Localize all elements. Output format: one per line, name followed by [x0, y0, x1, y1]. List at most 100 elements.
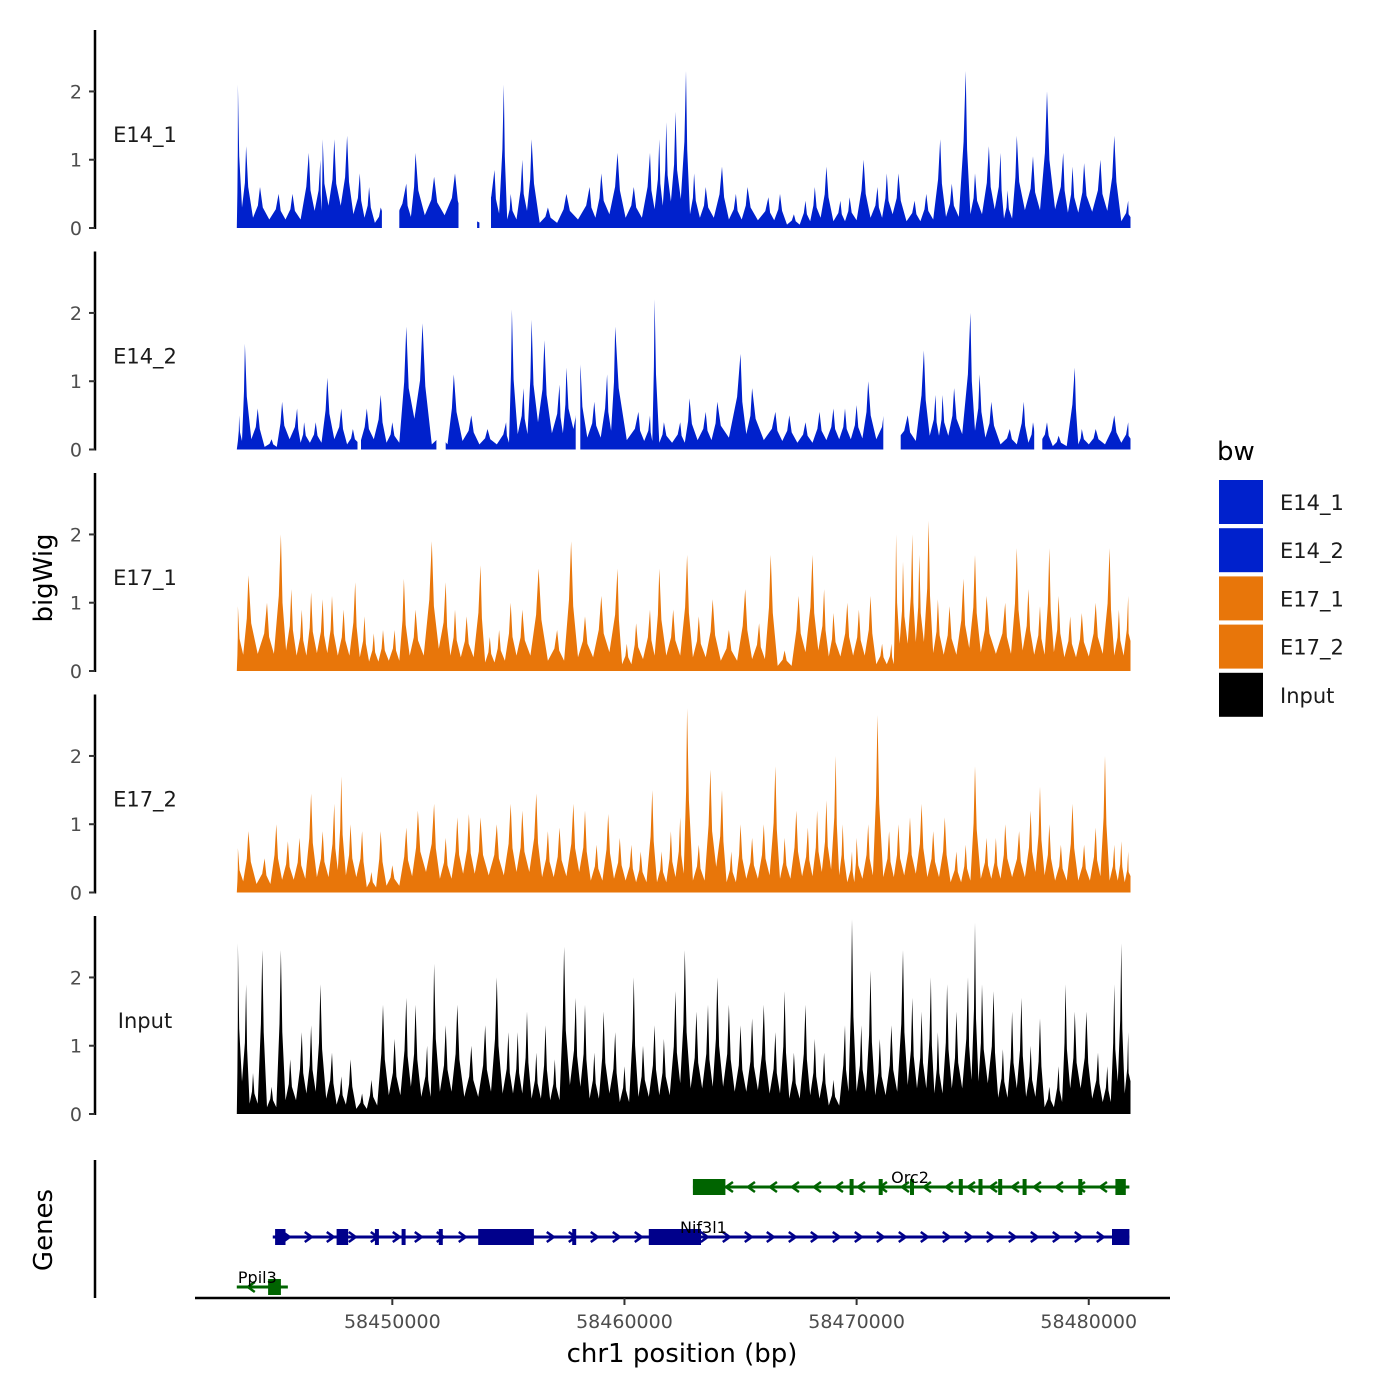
y-tick-label-E14_1-1: 1	[70, 150, 82, 172]
exon-Nif3l1-0	[275, 1229, 286, 1245]
strand-arrow-Nif3l1	[854, 1230, 864, 1244]
exon-Nif3l1-8	[1112, 1229, 1130, 1245]
y-tick-label-Input-2: 2	[70, 967, 82, 989]
y-tick-label-E14_2-0: 0	[70, 440, 82, 462]
legend-swatch-E17_2	[1219, 624, 1263, 669]
y-axis-title: bigWig	[29, 533, 59, 622]
legend-swatch-Input	[1219, 672, 1263, 717]
legend-label-E17_2: E17_2	[1280, 636, 1344, 661]
gene-Ppil3: Ppil3	[236, 1268, 288, 1295]
gene-label-Nif3l1: Nif3l1	[680, 1218, 727, 1237]
area-E17_1	[236, 520, 1131, 671]
strand-arrow-Orc2	[723, 1180, 734, 1194]
strand-arrow-Nif3l1	[1096, 1230, 1106, 1244]
x-axis: 58450000 58460000 58470000 58480000	[195, 1296, 1170, 1333]
exon-Orc2-5	[978, 1179, 983, 1195]
gap-E14_1-1	[458, 30, 478, 229]
y-tick-label-E14_1-0: 0	[70, 218, 82, 240]
exon-Nif3l1-3	[401, 1229, 406, 1245]
y-tick-label-E14_1-2: 2	[70, 81, 82, 103]
strand-arrow-Nif3l1	[788, 1230, 798, 1244]
area-Input	[236, 919, 1131, 1114]
strand-arrow-Orc2	[899, 1180, 910, 1194]
strand-arrow-Nif3l1	[810, 1230, 820, 1244]
strand-arrow-Nif3l1	[1052, 1230, 1062, 1244]
strand-arrow-Orc2	[921, 1180, 932, 1194]
gap-E14_2-4	[1034, 251, 1043, 451]
gap-E14_2-0	[357, 251, 361, 451]
strand-arrow-Orc2	[811, 1180, 822, 1194]
strand-arrow-Nif3l1	[744, 1230, 754, 1244]
strand-arrow-Orc2	[855, 1180, 866, 1194]
legend-label-E14_1: E14_1	[1280, 491, 1344, 516]
strand-arrow-Nif3l1	[348, 1230, 358, 1244]
exon-Nif3l1-6	[572, 1229, 577, 1245]
strand-arrow-Nif3l1	[590, 1230, 600, 1244]
gene-Nif3l1: Nif3l1	[272, 1218, 1130, 1245]
exon-Orc2-7	[1022, 1179, 1027, 1195]
legend-swatch-E14_1	[1219, 480, 1263, 524]
strand-arrow-Nif3l1	[1008, 1230, 1018, 1244]
track-label-E17_2: E17_2	[113, 788, 177, 813]
y-tick-label-Input-1: 1	[70, 1036, 82, 1058]
strand-arrow-Nif3l1	[612, 1230, 622, 1244]
strand-arrow-Nif3l1	[964, 1230, 974, 1244]
strand-arrow-Orc2	[987, 1180, 998, 1194]
legend-swatch-E17_1	[1219, 576, 1263, 621]
exon-Nif3l1-1	[336, 1229, 349, 1245]
track-label-E17_1: E17_1	[113, 566, 177, 591]
strand-arrow-Nif3l1	[414, 1230, 424, 1244]
strand-arrow-Orc2	[745, 1180, 756, 1194]
track-Input: 0 1 2 Input	[70, 916, 1131, 1126]
track-E14_2: 0 1 2 E14_2	[70, 251, 1131, 462]
y-tick-label-E17_1-1: 1	[70, 593, 82, 615]
track-label-Input: Input	[118, 1009, 172, 1033]
strand-arrow-Nif3l1	[722, 1230, 732, 1244]
area-E14_1	[236, 71, 1131, 228]
strand-arrow-Nif3l1	[920, 1230, 930, 1244]
gap-E14_2-3	[883, 251, 901, 451]
genes-axis-title: Genes	[29, 1189, 59, 1271]
x-tick-label-58470000: 58470000	[808, 1311, 905, 1333]
gene-Orc2: Orc2	[692, 1168, 1130, 1195]
exon-Orc2-4	[958, 1179, 963, 1195]
gap-E14_2-2	[575, 251, 581, 451]
strand-arrow-Orc2	[1075, 1180, 1086, 1194]
y-tick-label-E17_1-0: 0	[70, 661, 82, 683]
strand-arrow-Ppil3	[245, 1280, 256, 1294]
strand-arrow-Nif3l1	[304, 1230, 314, 1244]
strand-arrow-Nif3l1	[634, 1230, 644, 1244]
strand-arrow-Orc2	[789, 1180, 800, 1194]
track-E14_1: 0 1 2 E14_1	[70, 30, 1131, 240]
y-tick-label-E17_2-0: 0	[70, 883, 82, 905]
legend-label-E17_1: E17_1	[1280, 587, 1344, 612]
y-tick-label-Input-0: 0	[70, 1104, 82, 1126]
exon-Orc2-1	[849, 1179, 854, 1195]
y-tick-label-E17_2-2: 2	[70, 746, 82, 768]
strand-arrow-Orc2	[1097, 1180, 1108, 1194]
strand-arrow-Nif3l1	[326, 1230, 336, 1244]
strand-arrow-Orc2	[1009, 1180, 1020, 1194]
strand-arrow-Orc2	[767, 1180, 778, 1194]
strand-arrow-Nif3l1	[942, 1230, 952, 1244]
strand-arrow-Nif3l1	[458, 1230, 468, 1244]
exon-Ppil3-0	[268, 1279, 281, 1295]
exon-Nif3l1-4	[438, 1229, 443, 1245]
strand-arrow-Orc2	[1031, 1180, 1042, 1194]
strand-arrow-Nif3l1	[876, 1230, 886, 1244]
gene-label-Orc2: Orc2	[891, 1168, 929, 1187]
exon-Orc2-6	[998, 1179, 1003, 1195]
legend-label-E14_2: E14_2	[1280, 539, 1344, 564]
x-tick-label-58460000: 58460000	[576, 1311, 673, 1333]
x-axis-title: chr1 position (bp)	[567, 1339, 798, 1369]
area-E17_2	[236, 708, 1131, 893]
area-E14_2	[236, 299, 1131, 450]
strand-arrow-Orc2	[943, 1180, 954, 1194]
exon-Orc2-2	[878, 1179, 883, 1195]
y-tick-label-E17_1-2: 2	[70, 524, 82, 546]
strand-arrow-Nif3l1	[898, 1230, 908, 1244]
strand-arrow-Nif3l1	[832, 1230, 842, 1244]
gap-E14_2-1	[436, 251, 446, 451]
legend-swatch-E14_2	[1219, 528, 1263, 573]
